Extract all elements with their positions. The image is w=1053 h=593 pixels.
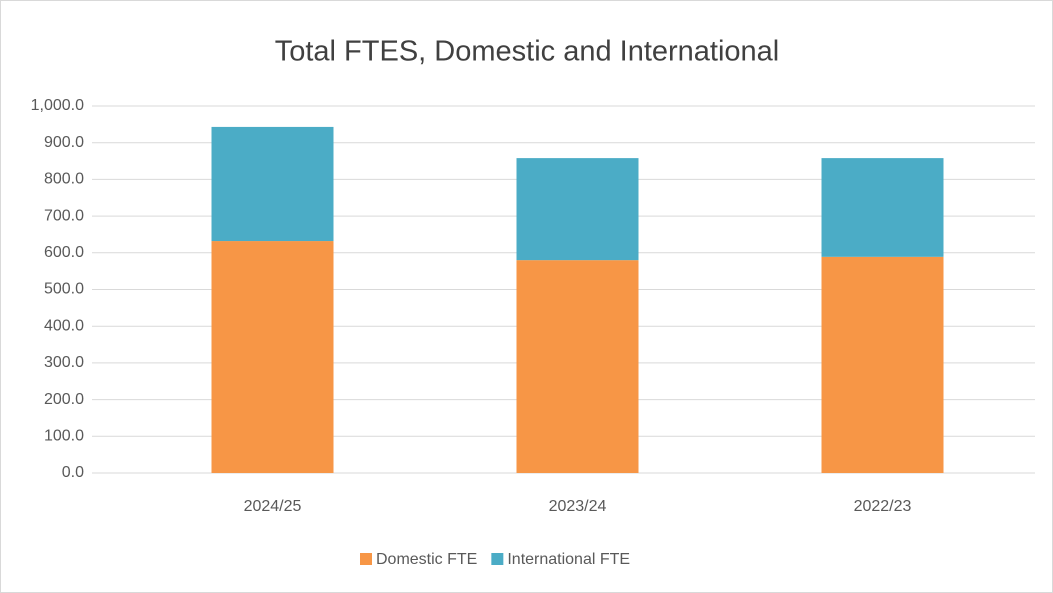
x-tick-label: 2023/24: [549, 498, 607, 515]
legend-label: International FTE: [507, 551, 630, 568]
chart-title: Total FTES, Domestic and International: [275, 36, 780, 68]
y-tick-label: 0.0: [62, 464, 84, 481]
legend-swatch: [360, 553, 372, 565]
y-tick-label: 500.0: [44, 281, 84, 298]
x-tick-label: 2024/25: [244, 498, 302, 515]
bar-segment: [211, 241, 334, 473]
y-tick-label: 200.0: [44, 391, 84, 408]
bar-segment: [211, 126, 334, 242]
y-tick-label: 300.0: [44, 354, 84, 371]
bar-segment: [516, 260, 639, 473]
bar-segment: [821, 256, 944, 473]
y-tick-label: 600.0: [44, 244, 84, 261]
y-tick-label: 400.0: [44, 317, 84, 334]
legend-label: Domestic FTE: [376, 551, 477, 568]
legend-swatch: [491, 553, 504, 565]
y-tick-label: 700.0: [44, 207, 84, 224]
y-tick-label: 900.0: [44, 134, 84, 151]
y-tick-label: 100.0: [44, 428, 84, 445]
y-tick-label: 1,000.0: [31, 97, 84, 114]
x-tick-label: 2022/23: [854, 498, 912, 515]
bar-segment: [821, 158, 944, 257]
bar-segment: [516, 158, 639, 261]
y-tick-label: 800.0: [44, 171, 84, 188]
